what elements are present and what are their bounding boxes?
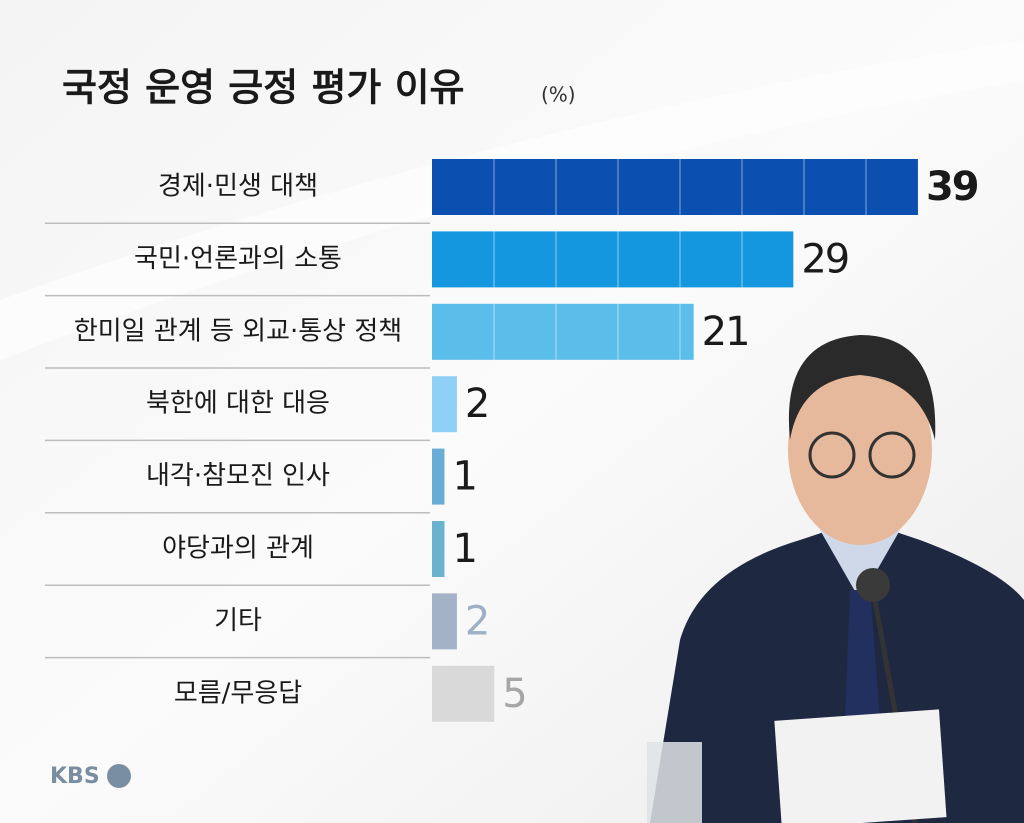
- value-label: 2: [465, 381, 488, 427]
- category-label: 내각·참모진 인사: [146, 461, 330, 491]
- unit-label: (%): [541, 83, 576, 107]
- category-label: 경제·민생 대책: [158, 172, 318, 202]
- chart-title: 국정 운영 긍정 평가 이유: [62, 66, 465, 110]
- value-label: 5: [502, 671, 525, 717]
- photo: [647, 335, 1024, 823]
- bar: [432, 448, 445, 505]
- category-label: 야당과의 관계: [162, 534, 314, 564]
- value-label: 1: [452, 526, 475, 572]
- value-label: 1: [452, 454, 475, 500]
- bar: [432, 159, 918, 215]
- value-label: 21: [702, 309, 749, 355]
- bar: [432, 376, 457, 433]
- bar: [432, 521, 445, 577]
- category-label: 국민·언론과의 소통: [134, 244, 342, 274]
- logo-mark: [107, 764, 131, 788]
- value-label: 2: [465, 598, 488, 644]
- bar: [432, 665, 495, 722]
- bar: [432, 303, 694, 360]
- category-label: 모름/무응답: [174, 678, 302, 708]
- category-label: 북한에 대한 대응: [146, 389, 330, 419]
- category-label: 기타: [214, 606, 262, 636]
- category-label: 한미일 관계 등 외교·통상 정책: [74, 316, 402, 346]
- background-swoosh: [0, 40, 1024, 360]
- value-label: 39: [926, 164, 978, 210]
- bar: [432, 231, 794, 288]
- bar: [432, 593, 457, 650]
- value-label: 29: [801, 236, 848, 282]
- logo: KBS: [50, 764, 100, 789]
